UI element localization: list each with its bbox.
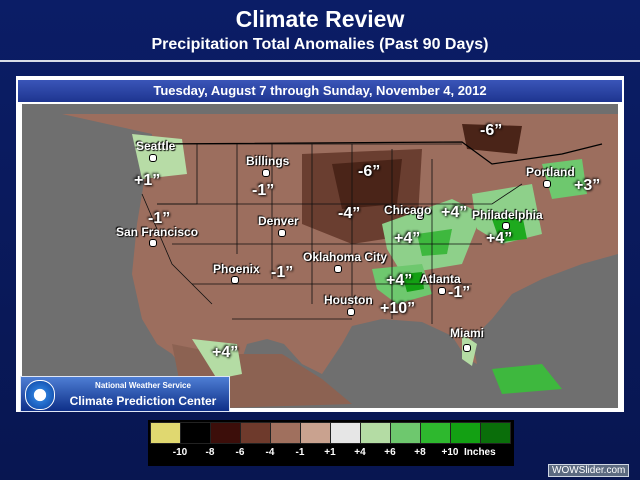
legend-swatch	[450, 422, 481, 444]
watermark[interactable]: WOWSlider.com	[548, 464, 630, 477]
legend-tick: -10	[172, 447, 188, 458]
legend-tick: +6	[384, 447, 396, 458]
legend-swatch	[210, 422, 241, 444]
legend-swatch	[150, 422, 181, 444]
city-label-san-francisco: San Francisco	[116, 225, 199, 239]
legend-swatch	[300, 422, 331, 444]
city-marker-oklahoma-city	[334, 265, 342, 273]
anomaly-tennessee: +4”	[386, 272, 413, 289]
anomaly-ohio-valley: +4”	[394, 230, 421, 247]
city-marker-houston	[347, 308, 355, 316]
anomaly-plains-mid: -4”	[338, 205, 361, 222]
city-marker-miami	[463, 344, 471, 352]
city-marker-san-francisco	[149, 239, 157, 247]
anomaly-mid-atlantic: +4”	[486, 230, 513, 247]
noaa-logo-icon	[25, 380, 55, 410]
city-label-phoenix: Phoenix	[213, 262, 260, 276]
city-marker-phoenix	[231, 276, 239, 284]
anomaly-baja: +4”	[212, 344, 239, 361]
city-label-billings: Billings	[246, 154, 290, 168]
city-marker-billings	[262, 169, 270, 177]
legend-tick: +10	[441, 447, 459, 458]
city-label-atlanta: Atlanta	[420, 272, 461, 286]
city-label-portland: Portland	[526, 165, 575, 179]
city-label-seattle: Seattle	[136, 139, 176, 153]
legend-tick: -4	[265, 447, 275, 458]
legend-swatch	[270, 422, 301, 444]
nws-cpc-banner: National Weather Service Climate Predict…	[20, 376, 230, 412]
city-label-oklahoma-city: Oklahoma City	[303, 250, 388, 264]
precipitation-map: Seattle Billings Portland Chicago Philad…	[22, 104, 618, 408]
date-range-bar: Tuesday, August 7 through Sunday, Novemb…	[18, 80, 622, 102]
legend-tick: -6	[235, 447, 245, 458]
city-marker-seattle	[149, 154, 157, 162]
slide-title: Climate Review	[235, 6, 405, 32]
legend-tick: +8	[414, 447, 426, 458]
anomaly-georgia: -1”	[448, 284, 471, 301]
anomaly-montana: -1”	[252, 182, 275, 199]
cpc-label: Climate Prediction Center	[69, 394, 217, 408]
anomaly-california: -1”	[148, 210, 171, 227]
anomaly-new-england: +3”	[574, 177, 601, 194]
legend-tick: -1	[295, 447, 305, 458]
city-marker-portland	[543, 180, 551, 188]
slide-subtitle: Precipitation Total Anomalies (Past 90 D…	[151, 36, 489, 53]
anomaly-ne-canada: -6”	[480, 122, 503, 139]
anomaly-plains-north: -6”	[358, 163, 381, 180]
anomaly-great-lakes: +4”	[441, 204, 468, 221]
city-label-miami: Miami	[450, 326, 485, 340]
legend-tick: -8	[205, 447, 215, 458]
city-label-denver: Denver	[258, 214, 299, 228]
legend-swatch	[240, 422, 271, 444]
city-marker-denver	[278, 229, 286, 237]
title-divider	[0, 60, 640, 62]
nws-label: National Weather Service	[95, 381, 191, 390]
city-label-houston: Houston	[324, 293, 373, 307]
legend-swatch	[420, 422, 451, 444]
city-label-philadelphia: Philadelphia	[472, 208, 543, 222]
legend-swatch	[390, 422, 421, 444]
city-marker-chicago	[416, 212, 424, 220]
legend-units: Inches	[464, 447, 496, 458]
anomaly-southwest: -1”	[271, 264, 294, 281]
legend-tick: +4	[354, 447, 366, 458]
anomaly-pacific-nw: +1”	[134, 172, 161, 189]
legend-swatch	[360, 422, 391, 444]
color-legend: -10 -8 -6 -4 -1 +1 +4 +6 +8 +10 Inches	[148, 420, 514, 466]
city-marker-philadelphia	[502, 222, 510, 230]
legend-swatch	[480, 422, 511, 444]
legend-swatch	[330, 422, 361, 444]
map-graphic	[22, 104, 618, 408]
city-marker-atlanta	[438, 287, 446, 295]
legend-swatch	[180, 422, 211, 444]
legend-tick: +1	[324, 447, 336, 458]
city-label-chicago: Chicago	[384, 203, 432, 217]
anomaly-gulf-coast: +10”	[380, 300, 416, 317]
